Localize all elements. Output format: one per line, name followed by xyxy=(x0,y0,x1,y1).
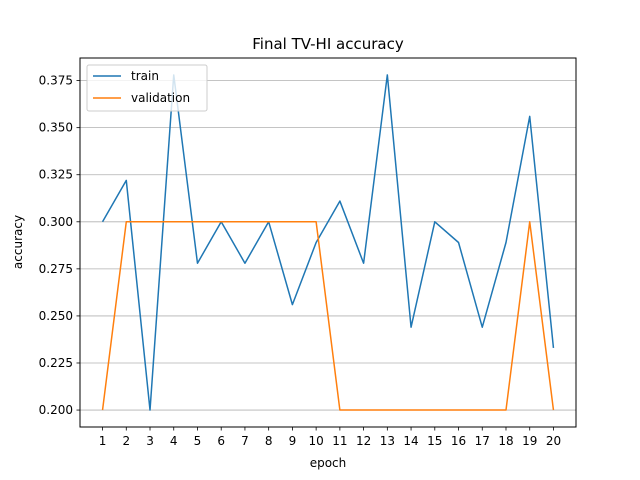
x-tick-label: 17 xyxy=(475,434,490,448)
y-tick-label: 0.250 xyxy=(39,309,73,323)
x-tick-label: 16 xyxy=(451,434,466,448)
x-tick-label: 10 xyxy=(308,434,323,448)
x-tick-label: 6 xyxy=(217,434,225,448)
y-tick-label: 0.200 xyxy=(39,403,73,417)
y-tick-label: 0.300 xyxy=(39,215,73,229)
x-tick-label: 1 xyxy=(99,434,107,448)
x-tick-label: 9 xyxy=(289,434,297,448)
x-tick-label: 4 xyxy=(170,434,178,448)
y-tick-label: 0.325 xyxy=(39,168,73,182)
series-line-train xyxy=(101,74,555,411)
x-tick-label: 11 xyxy=(332,434,347,448)
series-line-validation xyxy=(101,221,555,411)
gridlines xyxy=(80,80,576,411)
x-tick-label: 18 xyxy=(498,434,513,448)
chart-title: Final TV-HI accuracy xyxy=(252,35,404,53)
x-tick-label: 8 xyxy=(265,434,273,448)
x-tick-label: 12 xyxy=(356,434,371,448)
x-tick-label: 2 xyxy=(122,434,130,448)
y-tick-label: 0.225 xyxy=(39,356,73,370)
x-tick-label: 19 xyxy=(522,434,537,448)
y-tick-label: 0.275 xyxy=(39,262,73,276)
x-tick-label: 7 xyxy=(241,434,249,448)
x-tick-label: 3 xyxy=(146,434,154,448)
legend-label-validation: validation xyxy=(131,91,190,105)
x-axis-label: epoch xyxy=(310,456,347,470)
x-tick-label: 13 xyxy=(380,434,395,448)
x-tick-label: 14 xyxy=(403,434,418,448)
y-axis: 0.200 0.225 0.250 0.275 0.300 0.325 0.350 0.375 xyxy=(39,74,80,417)
y-tick-label: 0.350 xyxy=(39,121,73,135)
series-layer xyxy=(101,74,555,411)
y-tick-label: 0.375 xyxy=(39,74,73,88)
x-tick-label: 15 xyxy=(427,434,442,448)
legend: train validation xyxy=(86,64,208,112)
legend-label-train: train xyxy=(131,69,159,83)
plot-frame xyxy=(79,57,577,428)
x-tick-label: 20 xyxy=(546,434,561,448)
x-tick-label: 5 xyxy=(194,434,202,448)
x-axis: 1 2 3 4 5 6 7 8 9 10 11 12 13 14 15 16 17 18 19 20 xyxy=(99,427,561,448)
y-axis-label: accuracy xyxy=(11,215,25,269)
